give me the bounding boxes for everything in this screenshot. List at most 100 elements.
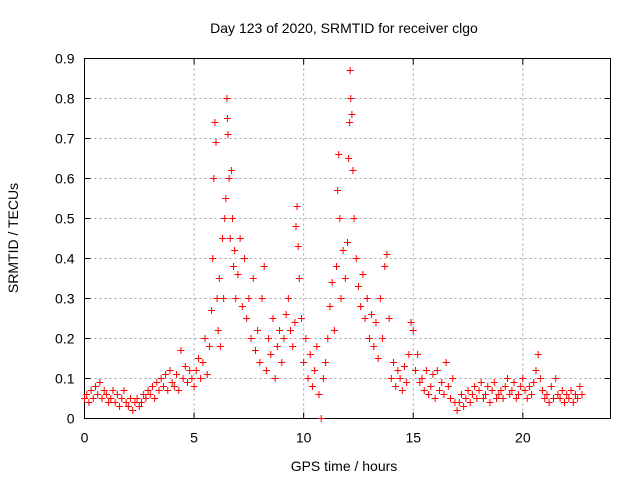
data-point — [387, 375, 395, 382]
data-point — [81, 395, 88, 402]
data-point — [394, 367, 402, 374]
grid — [84, 58, 611, 419]
data-point — [482, 391, 490, 398]
data-point — [238, 303, 246, 310]
data-point — [164, 387, 172, 394]
data-point — [550, 395, 558, 402]
data-point — [129, 407, 137, 414]
data-point — [457, 391, 465, 398]
data-point — [256, 359, 264, 366]
data-point — [135, 403, 143, 410]
data-point — [346, 67, 354, 74]
data-point — [317, 415, 325, 422]
data-point — [425, 391, 433, 398]
data-point — [390, 359, 398, 366]
data-point — [190, 383, 198, 390]
data-point — [137, 399, 145, 406]
data-point — [287, 327, 295, 334]
data-point — [381, 263, 389, 270]
data-point — [565, 395, 573, 402]
data-point — [319, 375, 327, 382]
data-point — [251, 347, 259, 354]
data-point — [194, 355, 202, 362]
data-point — [517, 383, 525, 390]
data-point — [170, 383, 178, 390]
data-point — [339, 247, 347, 254]
data-point — [173, 371, 181, 378]
data-point — [347, 95, 355, 102]
data-point — [503, 375, 511, 382]
data-point — [199, 359, 207, 366]
data-point — [216, 343, 224, 350]
data-point — [177, 347, 185, 354]
data-point — [344, 239, 351, 246]
data-point — [392, 383, 400, 390]
data-point — [405, 351, 413, 358]
data-point — [512, 395, 520, 402]
data-point — [420, 387, 428, 394]
data-point — [113, 391, 121, 398]
data-point — [220, 295, 228, 302]
data-point — [184, 379, 192, 386]
data-points — [81, 67, 586, 422]
data-point — [148, 383, 156, 390]
data-point — [349, 167, 357, 174]
data-point — [87, 387, 95, 394]
axis-ticks: 0 0.1 0.2 0.3 0.4 0.5 0.6 0.7 0.8 0.9 0 5 10 15 20 — [55, 51, 611, 446]
x-tick-label: 5 — [190, 430, 198, 446]
data-point — [300, 359, 308, 366]
data-point — [398, 387, 406, 394]
data-point — [294, 243, 302, 250]
data-point — [453, 407, 461, 414]
data-point — [234, 271, 242, 278]
data-point — [532, 367, 540, 374]
data-point — [374, 355, 382, 362]
data-point — [530, 379, 538, 386]
data-point — [213, 295, 221, 302]
data-point — [486, 399, 494, 406]
data-point — [311, 367, 319, 374]
data-point — [499, 395, 507, 402]
y-tick-label: 0.9 — [55, 51, 75, 67]
data-point — [365, 335, 373, 342]
data-point — [166, 367, 174, 374]
y-tick-label: 0.6 — [55, 171, 75, 187]
data-point — [210, 175, 218, 182]
data-point — [433, 367, 441, 374]
data-point — [155, 387, 163, 394]
data-point — [96, 379, 104, 386]
data-point — [554, 391, 562, 398]
data-point — [547, 383, 555, 390]
data-point — [539, 387, 547, 394]
y-tick-label: 0 — [67, 411, 75, 427]
data-point — [168, 379, 176, 386]
data-point — [324, 335, 332, 342]
data-point — [431, 395, 439, 402]
data-point — [260, 263, 268, 270]
data-point — [124, 403, 132, 410]
data-point — [569, 399, 577, 406]
data-point — [567, 387, 575, 394]
data-point — [510, 379, 518, 386]
data-point — [85, 399, 93, 406]
data-point — [116, 403, 124, 410]
data-point — [205, 343, 213, 350]
data-point — [525, 383, 533, 390]
data-point — [306, 351, 314, 358]
data-point — [201, 335, 209, 342]
data-point — [245, 295, 253, 302]
data-point — [521, 387, 529, 394]
data-point — [223, 95, 231, 102]
data-point — [484, 383, 492, 390]
data-point — [574, 395, 582, 402]
data-point — [322, 359, 330, 366]
data-point — [449, 375, 457, 382]
data-point — [543, 391, 551, 398]
data-point — [545, 399, 553, 406]
data-point — [385, 315, 393, 322]
data-point — [226, 235, 234, 242]
data-point — [133, 395, 141, 402]
data-point — [407, 319, 415, 326]
data-point — [302, 335, 310, 342]
data-point — [151, 395, 159, 402]
